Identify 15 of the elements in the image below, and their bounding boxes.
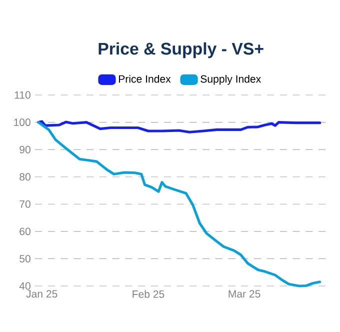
x-tick-label: Mar 25 xyxy=(228,290,260,298)
legend-label: Supply Index xyxy=(200,74,261,85)
legend-label: Price Index xyxy=(118,74,171,83)
y-tick-label: 80 xyxy=(20,173,30,181)
x-tick-label: Feb 25 xyxy=(132,290,164,298)
chart-title: Price & Supply - VS+ xyxy=(98,42,264,58)
y-tick-label: 110 xyxy=(14,91,30,99)
line-series xyxy=(37,121,322,288)
y-tick-label: 60 xyxy=(20,228,30,236)
y-tick-label: 50 xyxy=(20,254,30,262)
y-tick-label: 100 xyxy=(14,118,30,126)
y-tick-label: 70 xyxy=(20,200,30,208)
y-tick-label: 90 xyxy=(20,146,30,154)
y-tick-label: 40 xyxy=(19,282,30,290)
x-tick-label: Jan 25 xyxy=(26,290,58,298)
